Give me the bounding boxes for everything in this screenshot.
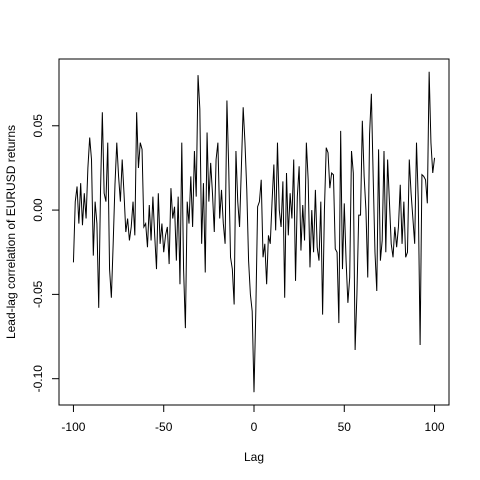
y-tick-label: 0.05 [31, 114, 45, 138]
x-axis-label: Lag [244, 450, 264, 464]
x-tick-label: -100 [61, 420, 85, 434]
x-tick-label: 50 [338, 420, 352, 434]
x-tick-label: 100 [425, 420, 445, 434]
y-tick-label: -0.10 [31, 365, 45, 393]
x-tick-label: -50 [155, 420, 173, 434]
x-tick-label: 0 [251, 420, 258, 434]
y-axis-label: Lead-lag correlation of EURUSD returns [4, 125, 18, 339]
y-tick-label: 0.00 [31, 198, 45, 222]
y-tick-label: -0.05 [31, 280, 45, 308]
data-line [72, 71, 436, 393]
